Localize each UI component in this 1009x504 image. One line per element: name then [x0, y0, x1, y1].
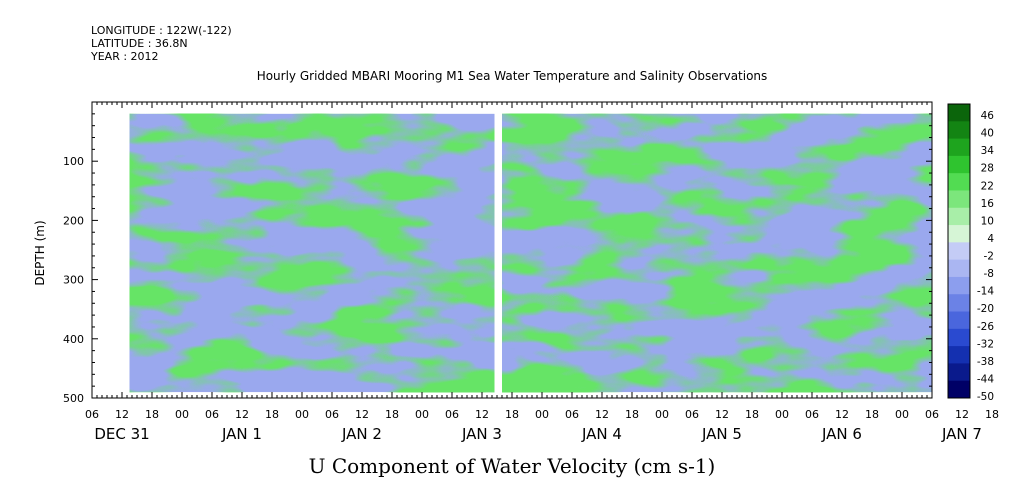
colorbar-segment — [948, 328, 970, 347]
x-axis: 06 12 18 00 06 12 18 00 06 12 18 00 06 12 18 00 06 12 18 00… — [85, 102, 999, 443]
colorbar-segment — [948, 155, 970, 174]
colorbar-label: 22 — [981, 180, 994, 192]
x-tick-label: 06 — [565, 408, 579, 421]
colorbar-segment — [948, 346, 970, 364]
x-tick-label: 00 — [295, 408, 309, 421]
y-tick-label: 100 — [63, 155, 84, 168]
colorbar-segment — [948, 104, 970, 122]
x-day-label: JAN 7 — [941, 425, 982, 443]
x-tick-label: 06 — [325, 408, 339, 421]
colorbar-label: -8 — [984, 268, 994, 280]
colorbar-segment — [948, 207, 970, 226]
chart-title: Hourly Gridded MBARI Mooring M1 Sea Wate… — [256, 69, 768, 83]
y-axis-label: DEPTH (m) — [33, 220, 47, 285]
colorbar-label: 10 — [981, 215, 994, 227]
x-tick-label: 06 — [85, 408, 99, 421]
colorbar-label: -50 — [977, 391, 994, 403]
colorbar-label: -14 — [977, 286, 994, 298]
colorbar-segment — [948, 276, 970, 295]
colorbar-segment — [948, 121, 970, 140]
x-day-label: JAN 1 — [221, 425, 262, 443]
colorbar-label: -20 — [977, 303, 994, 315]
colorbar-frame — [947, 103, 971, 399]
y-tick-label: 300 — [63, 274, 84, 287]
colorbar-segment — [948, 138, 970, 157]
x-tick-label: 18 — [145, 408, 159, 421]
colorbar-label: -2 — [984, 251, 994, 263]
x-tick-label: 18 — [625, 408, 639, 421]
colorbar-segment — [948, 173, 970, 191]
x-tick-label: 18 — [745, 408, 759, 421]
longitude-label: LONGITUDE : 122W(-122) — [91, 24, 232, 37]
x-day-label: DEC 31 — [94, 425, 149, 443]
x-tick-label: 12 — [835, 408, 849, 421]
y-tick-label: 500 — [63, 392, 84, 405]
x-tick-label: 06 — [805, 408, 819, 421]
x-tick-label: 00 — [175, 408, 189, 421]
colorbar: 46 40 34 28 22 16 10 4 -2 -8 -14 -20 -26 -32 -38 -44 -50 — [947, 103, 995, 403]
latitude-label: LATITUDE : 36.8N — [91, 37, 188, 50]
x-tick-label: 00 — [895, 408, 909, 421]
x-day-label: JAN 6 — [821, 425, 862, 443]
x-tick-label: 18 — [505, 408, 519, 421]
x-tick-label: 18 — [385, 408, 399, 421]
x-tick-label: 12 — [475, 408, 489, 421]
colorbar-segment — [948, 259, 970, 278]
x-tick-label: 00 — [775, 408, 789, 421]
x-tick-label: 12 — [595, 408, 609, 421]
x-day-label: JAN 4 — [581, 425, 622, 443]
x-tick-label: 12 — [355, 408, 369, 421]
x-tick-label: 06 — [445, 408, 459, 421]
x-day-label: JAN 2 — [341, 425, 382, 443]
x-tick-label: 12 — [115, 408, 129, 421]
colorbar-label: 4 — [987, 233, 994, 245]
y-tick-label: 200 — [63, 214, 84, 227]
y-tick-label: 400 — [63, 333, 84, 346]
x-tick-label: 06 — [685, 408, 699, 421]
plot-area — [91, 101, 933, 399]
year-label: YEAR : 2012 — [91, 50, 159, 63]
x-tick-label: 00 — [535, 408, 549, 421]
x-tick-label: 18 — [265, 408, 279, 421]
colorbar-segment — [948, 190, 970, 209]
colorbar-label: 16 — [981, 198, 995, 210]
x-tick-label: 18 — [985, 408, 999, 421]
colorbar-segment — [948, 380, 970, 399]
colorbar-label: -44 — [977, 373, 994, 385]
colorbar-segment — [948, 294, 970, 313]
x-tick-label: 00 — [415, 408, 429, 421]
x-tick-label: 12 — [235, 408, 249, 421]
x-axis-label: U Component of Water Velocity (cm s-1) — [308, 454, 716, 478]
colorbar-segment — [948, 363, 970, 382]
colorbar-label: 46 — [981, 110, 995, 122]
heatmap-variation — [129, 113, 932, 393]
x-tick-label: 00 — [655, 408, 669, 421]
x-tick-label: 18 — [865, 408, 879, 421]
colorbar-segment — [948, 242, 970, 261]
x-tick-label: 12 — [955, 408, 969, 421]
colorbar-label: 34 — [981, 145, 995, 157]
data-gap — [494, 102, 502, 398]
x-tick-label: 12 — [715, 408, 729, 421]
x-day-label: JAN 3 — [461, 425, 502, 443]
colorbar-segment — [948, 225, 970, 243]
colorbar-label: -26 — [977, 321, 994, 333]
y-axis: 100 200 300 400 500 — [63, 101, 932, 405]
x-day-label: JAN 5 — [701, 425, 742, 443]
colorbar-label: -38 — [977, 356, 994, 368]
x-tick-label: 06 — [925, 408, 939, 421]
colorbar-segment — [948, 311, 970, 330]
colorbar-label: 28 — [981, 163, 994, 175]
x-tick-label: 06 — [205, 408, 219, 421]
colorbar-label: 40 — [981, 128, 994, 140]
colorbar-label: -32 — [977, 338, 994, 350]
